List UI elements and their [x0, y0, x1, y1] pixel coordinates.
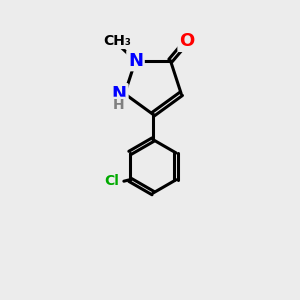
Text: O: O: [179, 32, 194, 50]
Text: N: N: [112, 85, 127, 103]
Text: CH₃: CH₃: [104, 34, 132, 48]
Text: H: H: [113, 98, 124, 112]
Text: Cl: Cl: [104, 174, 119, 188]
Text: N: N: [128, 52, 143, 70]
